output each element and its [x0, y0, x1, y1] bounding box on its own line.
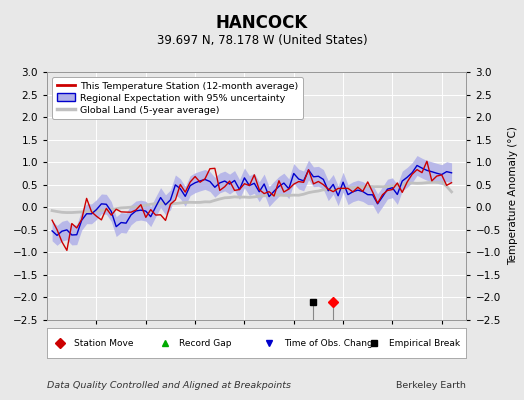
Text: Empirical Break: Empirical Break — [389, 338, 460, 348]
Y-axis label: Temperature Anomaly (°C): Temperature Anomaly (°C) — [508, 126, 518, 266]
Text: HANCOCK: HANCOCK — [216, 14, 308, 32]
Text: 39.697 N, 78.178 W (United States): 39.697 N, 78.178 W (United States) — [157, 34, 367, 47]
Text: Record Gap: Record Gap — [179, 338, 232, 348]
Text: Data Quality Controlled and Aligned at Breakpoints: Data Quality Controlled and Aligned at B… — [47, 381, 291, 390]
Text: Berkeley Earth: Berkeley Earth — [397, 381, 466, 390]
Text: Station Move: Station Move — [74, 338, 134, 348]
Text: Time of Obs. Change: Time of Obs. Change — [284, 338, 378, 348]
Legend: This Temperature Station (12-month average), Regional Expectation with 95% uncer: This Temperature Station (12-month avera… — [52, 77, 303, 119]
